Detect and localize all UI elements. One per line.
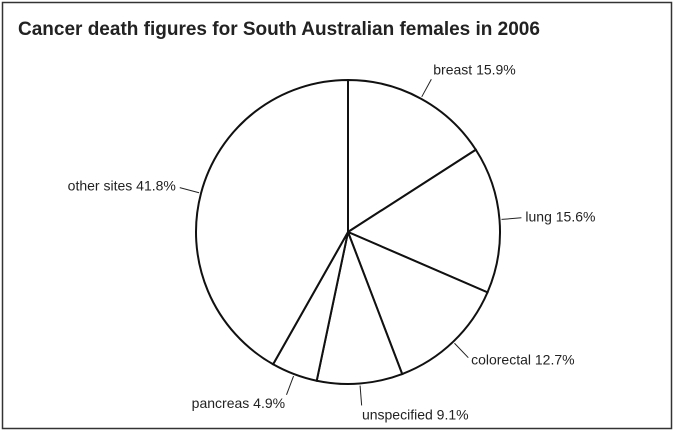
slice-category: breast xyxy=(433,61,472,77)
slice-category: pancreas xyxy=(192,395,250,411)
slice-value-label: 4.9% xyxy=(253,395,285,411)
leader-line xyxy=(286,375,295,395)
leader-line xyxy=(454,342,469,359)
pie-slice xyxy=(315,228,404,385)
slice-value-label: 12.7% xyxy=(535,351,575,367)
slice-label: unspecified 9.1% xyxy=(362,406,469,422)
slice-category: colorectal xyxy=(471,351,531,367)
leader-line xyxy=(359,385,363,406)
slice-label: breast 15.9% xyxy=(433,61,516,77)
slice-value-label: 15.6% xyxy=(556,208,596,224)
chart-title: Cancer death figures for South Australia… xyxy=(18,19,540,40)
slice-label: colorectal 12.7% xyxy=(471,351,575,367)
leader-line xyxy=(421,79,432,98)
pie-slice xyxy=(346,230,489,376)
pie-slice xyxy=(345,148,501,294)
slice-label: lung 15.6% xyxy=(525,208,595,224)
slice-category: unspecified xyxy=(362,406,433,422)
leader-line xyxy=(179,187,200,194)
slice-value-label: 9.1% xyxy=(437,406,469,422)
leader-line xyxy=(501,217,522,220)
pie-slice xyxy=(195,78,349,366)
slice-label: pancreas 4.9% xyxy=(192,395,285,411)
slice-category: lung xyxy=(525,208,551,224)
pie-slice xyxy=(347,78,478,234)
slice-value-label: 41.8% xyxy=(136,177,176,193)
slice-value-label: 15.9% xyxy=(476,61,516,77)
slice-category: other sites xyxy=(68,177,133,193)
slice-label: other sites 41.8% xyxy=(68,177,176,193)
